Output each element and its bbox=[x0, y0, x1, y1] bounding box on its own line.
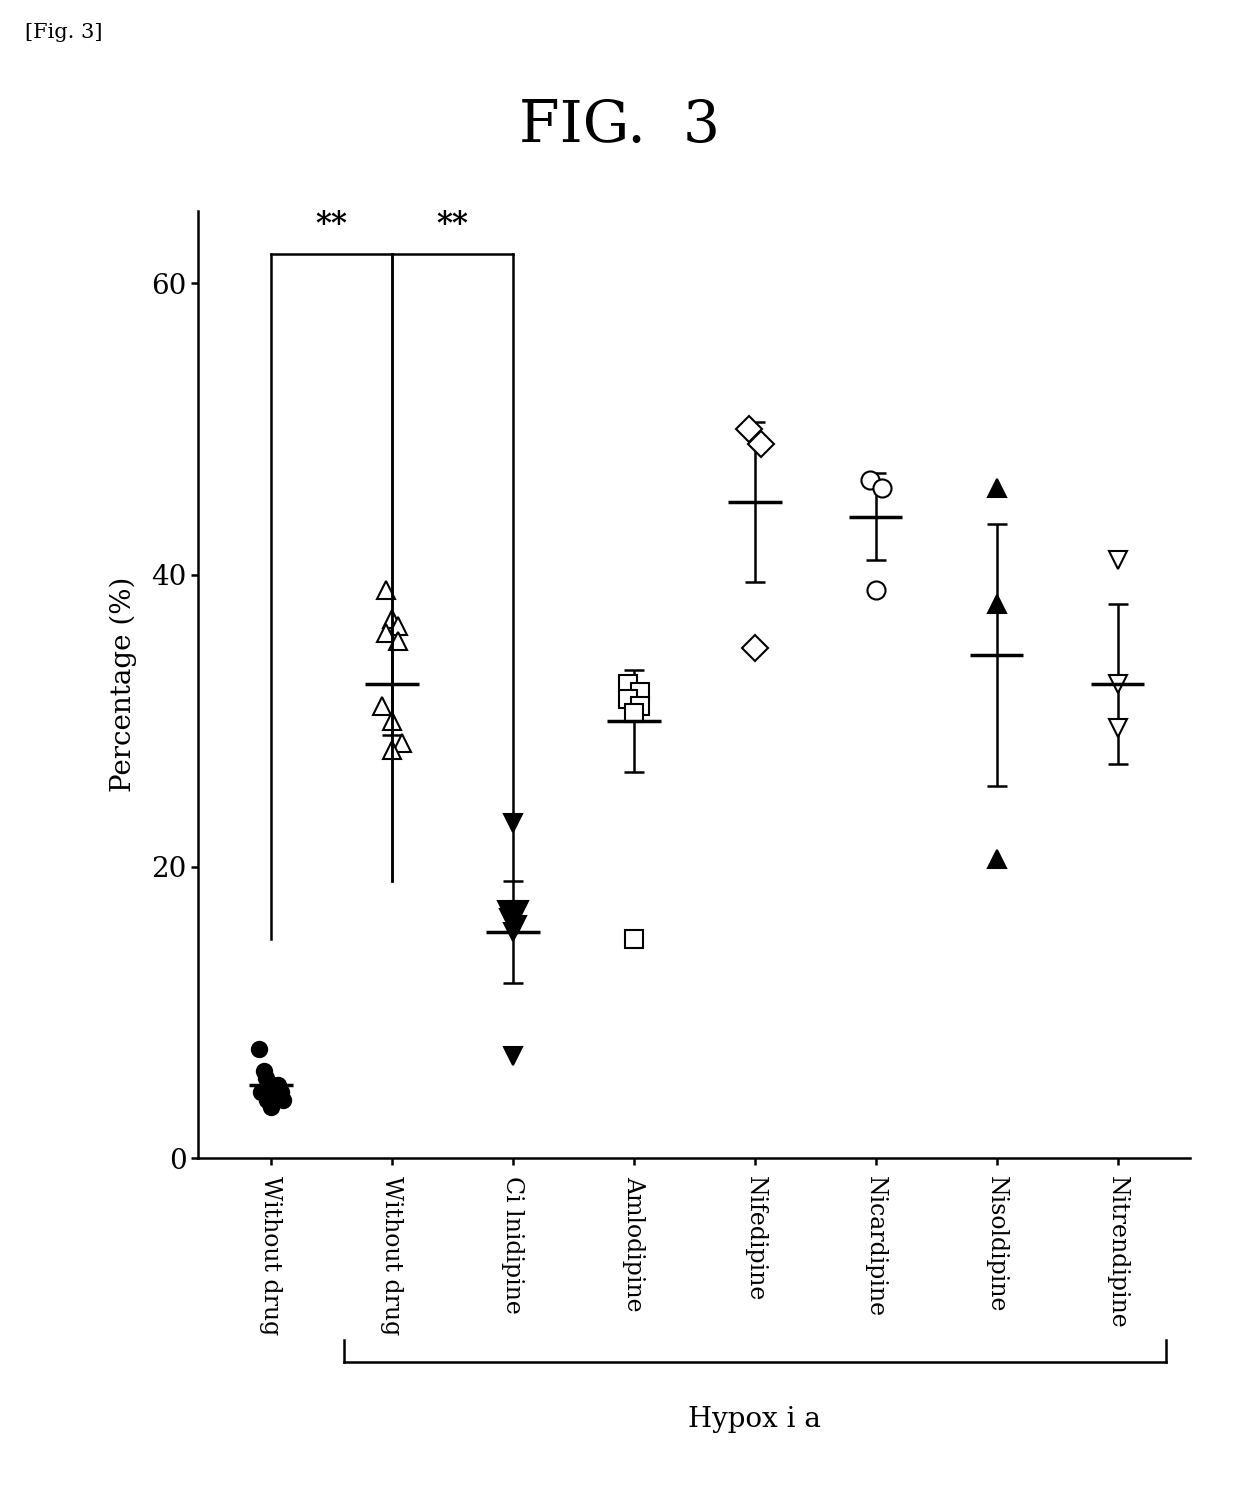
Text: [Fig. 3]: [Fig. 3] bbox=[25, 23, 102, 42]
Text: Hypox i a: Hypox i a bbox=[688, 1406, 821, 1433]
Y-axis label: Percentage (%): Percentage (%) bbox=[110, 576, 138, 793]
Text: **: ** bbox=[315, 209, 347, 239]
Text: **: ** bbox=[436, 209, 469, 239]
Text: FIG.  3: FIG. 3 bbox=[520, 98, 720, 153]
